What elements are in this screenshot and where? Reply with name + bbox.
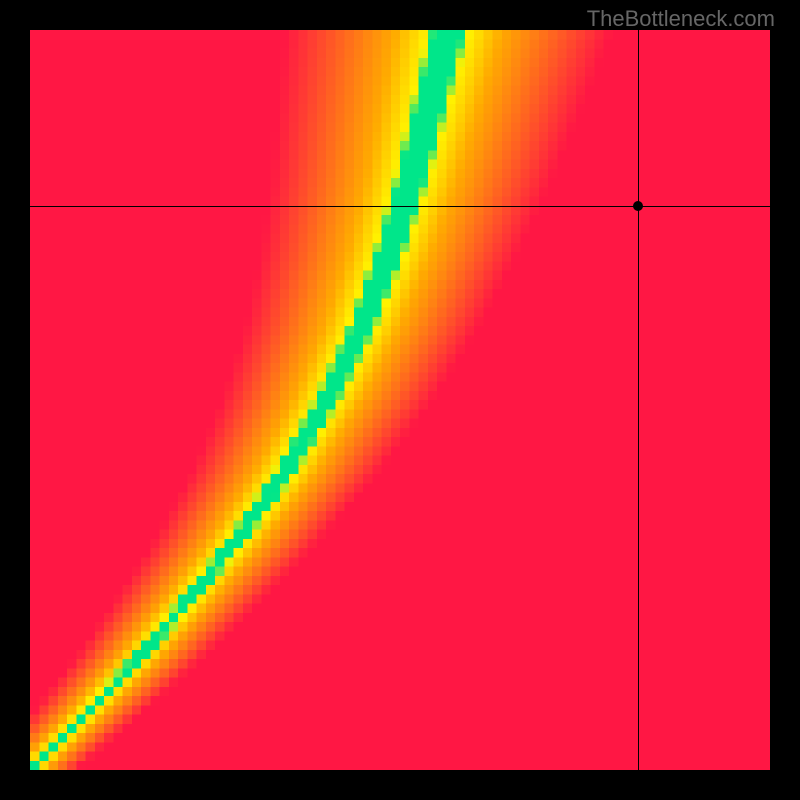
heatmap-canvas (30, 30, 770, 770)
heatmap-plot (30, 30, 770, 770)
crosshair-vertical (638, 30, 639, 770)
crosshair-marker (633, 201, 643, 211)
watermark-text: TheBottleneck.com (587, 6, 775, 32)
crosshair-horizontal (30, 206, 770, 207)
